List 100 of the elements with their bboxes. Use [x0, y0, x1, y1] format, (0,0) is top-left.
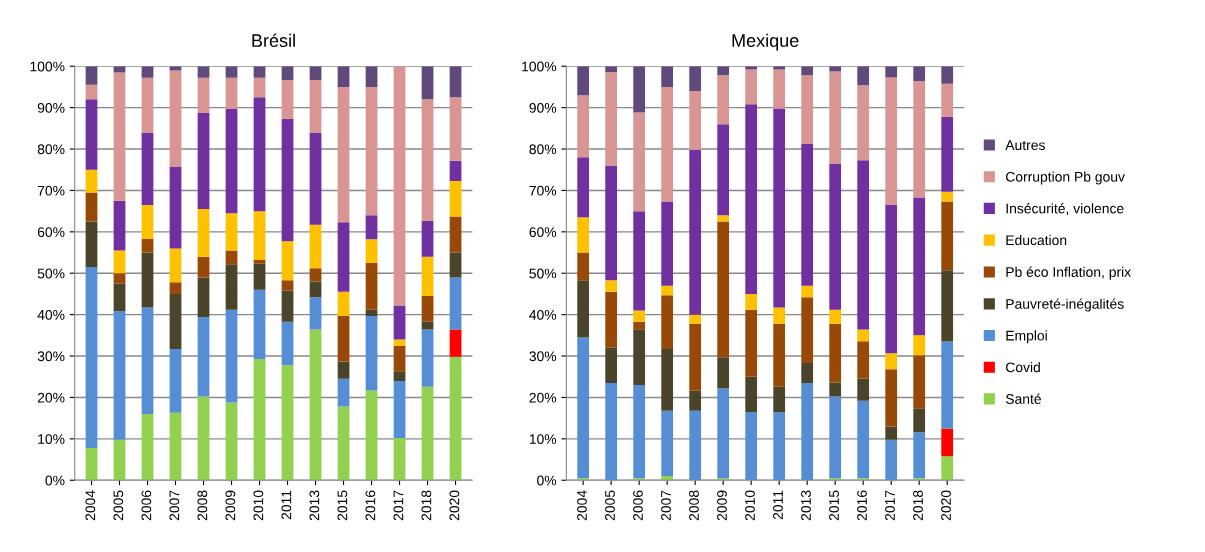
- bar: [577, 157, 590, 218]
- legend-label: Education: [1006, 234, 1067, 246]
- bar: [309, 224, 322, 269]
- bar: [801, 297, 814, 364]
- x-tick-label: 2005: [113, 490, 124, 521]
- y-tick-label: 0%: [45, 475, 65, 486]
- bar: [577, 478, 590, 481]
- bar: [309, 268, 322, 282]
- y-tick-label: 100%: [30, 61, 65, 72]
- bar: [421, 220, 434, 257]
- bar: [913, 408, 926, 433]
- bar: [253, 77, 266, 98]
- bar: [85, 169, 98, 193]
- bar: [941, 428, 954, 457]
- bar: [829, 66, 842, 72]
- bar: [717, 357, 730, 389]
- y-tick-label: 90%: [529, 102, 557, 113]
- bar: [857, 341, 870, 379]
- bar: [661, 476, 674, 481]
- bar: [577, 217, 590, 253]
- bar: [365, 86, 378, 216]
- bar: [857, 378, 870, 401]
- y-tick-label: 10%: [38, 434, 65, 445]
- x-tick-label: 2015: [829, 490, 839, 521]
- y-tick-label: 100%: [522, 61, 557, 72]
- x-tick-label: 2016: [857, 490, 867, 521]
- bar: [253, 289, 266, 359]
- bar: [661, 295, 674, 349]
- bar: [365, 66, 378, 87]
- bar: [225, 77, 238, 109]
- bar: [141, 238, 154, 253]
- bar: [605, 382, 618, 481]
- bar: [337, 291, 350, 316]
- y-tick-label: 10%: [529, 434, 557, 445]
- bar: [169, 248, 182, 283]
- bar: [85, 267, 98, 448]
- bar: [281, 290, 294, 322]
- bar: [253, 211, 266, 260]
- bar: [773, 323, 786, 387]
- x-tick-label: 2008: [689, 490, 699, 521]
- bar: [857, 400, 870, 479]
- bar: [421, 66, 434, 100]
- bar: [801, 285, 814, 298]
- bar: [885, 77, 898, 205]
- x-tick-label: 2008: [197, 490, 208, 521]
- bar: [253, 259, 266, 264]
- bar: [449, 97, 462, 161]
- bar: [941, 341, 954, 429]
- bar: [225, 264, 238, 310]
- legend-label: Covid: [1005, 362, 1040, 373]
- bar: [421, 256, 434, 297]
- bar: [745, 376, 758, 412]
- bar: [169, 70, 182, 167]
- legend-label: Insécurité, violence: [1006, 203, 1124, 216]
- bar: [885, 353, 898, 370]
- bar: [421, 329, 434, 387]
- y-tick-label: 20%: [529, 392, 557, 403]
- bar: [773, 307, 786, 324]
- y-tick-label: 60%: [529, 227, 557, 238]
- bar: [885, 204, 898, 354]
- bar: [717, 478, 730, 481]
- bar: [365, 315, 378, 391]
- bar: [225, 250, 238, 265]
- bar: [141, 414, 154, 481]
- bar: [857, 478, 870, 481]
- bar: [829, 396, 842, 479]
- bar: [393, 380, 406, 439]
- bar: [941, 456, 954, 481]
- bar: [113, 250, 126, 274]
- bar: [337, 66, 350, 87]
- bar: [829, 163, 842, 310]
- bar: [225, 402, 238, 481]
- bar: [689, 314, 702, 324]
- bar: [449, 277, 462, 330]
- x-tick-label: 2011: [773, 490, 783, 520]
- legend-label: Pb éco Inflation, prix: [1006, 266, 1131, 280]
- y-tick-label: 30%: [37, 351, 65, 362]
- bar: [449, 66, 462, 98]
- bar: [941, 83, 954, 117]
- bar: [449, 180, 462, 217]
- bar: [113, 311, 126, 440]
- bar: [689, 410, 702, 481]
- bar: [745, 104, 758, 294]
- bar: [857, 66, 870, 86]
- bar: [197, 209, 210, 257]
- bar: [829, 71, 842, 164]
- bar: [225, 309, 238, 403]
- bar: [393, 305, 406, 340]
- x-tick-label: 2016: [365, 490, 376, 521]
- y-tick-label: 80%: [529, 144, 557, 155]
- bar: [661, 66, 674, 87]
- bar: [309, 132, 322, 225]
- chart-title: Brésil: [252, 33, 295, 47]
- bar: [197, 113, 210, 210]
- bar: [633, 321, 646, 330]
- bar: [421, 321, 434, 330]
- bar: [577, 95, 590, 158]
- bar: [449, 356, 462, 481]
- bar: [717, 215, 730, 222]
- bar: [745, 69, 758, 105]
